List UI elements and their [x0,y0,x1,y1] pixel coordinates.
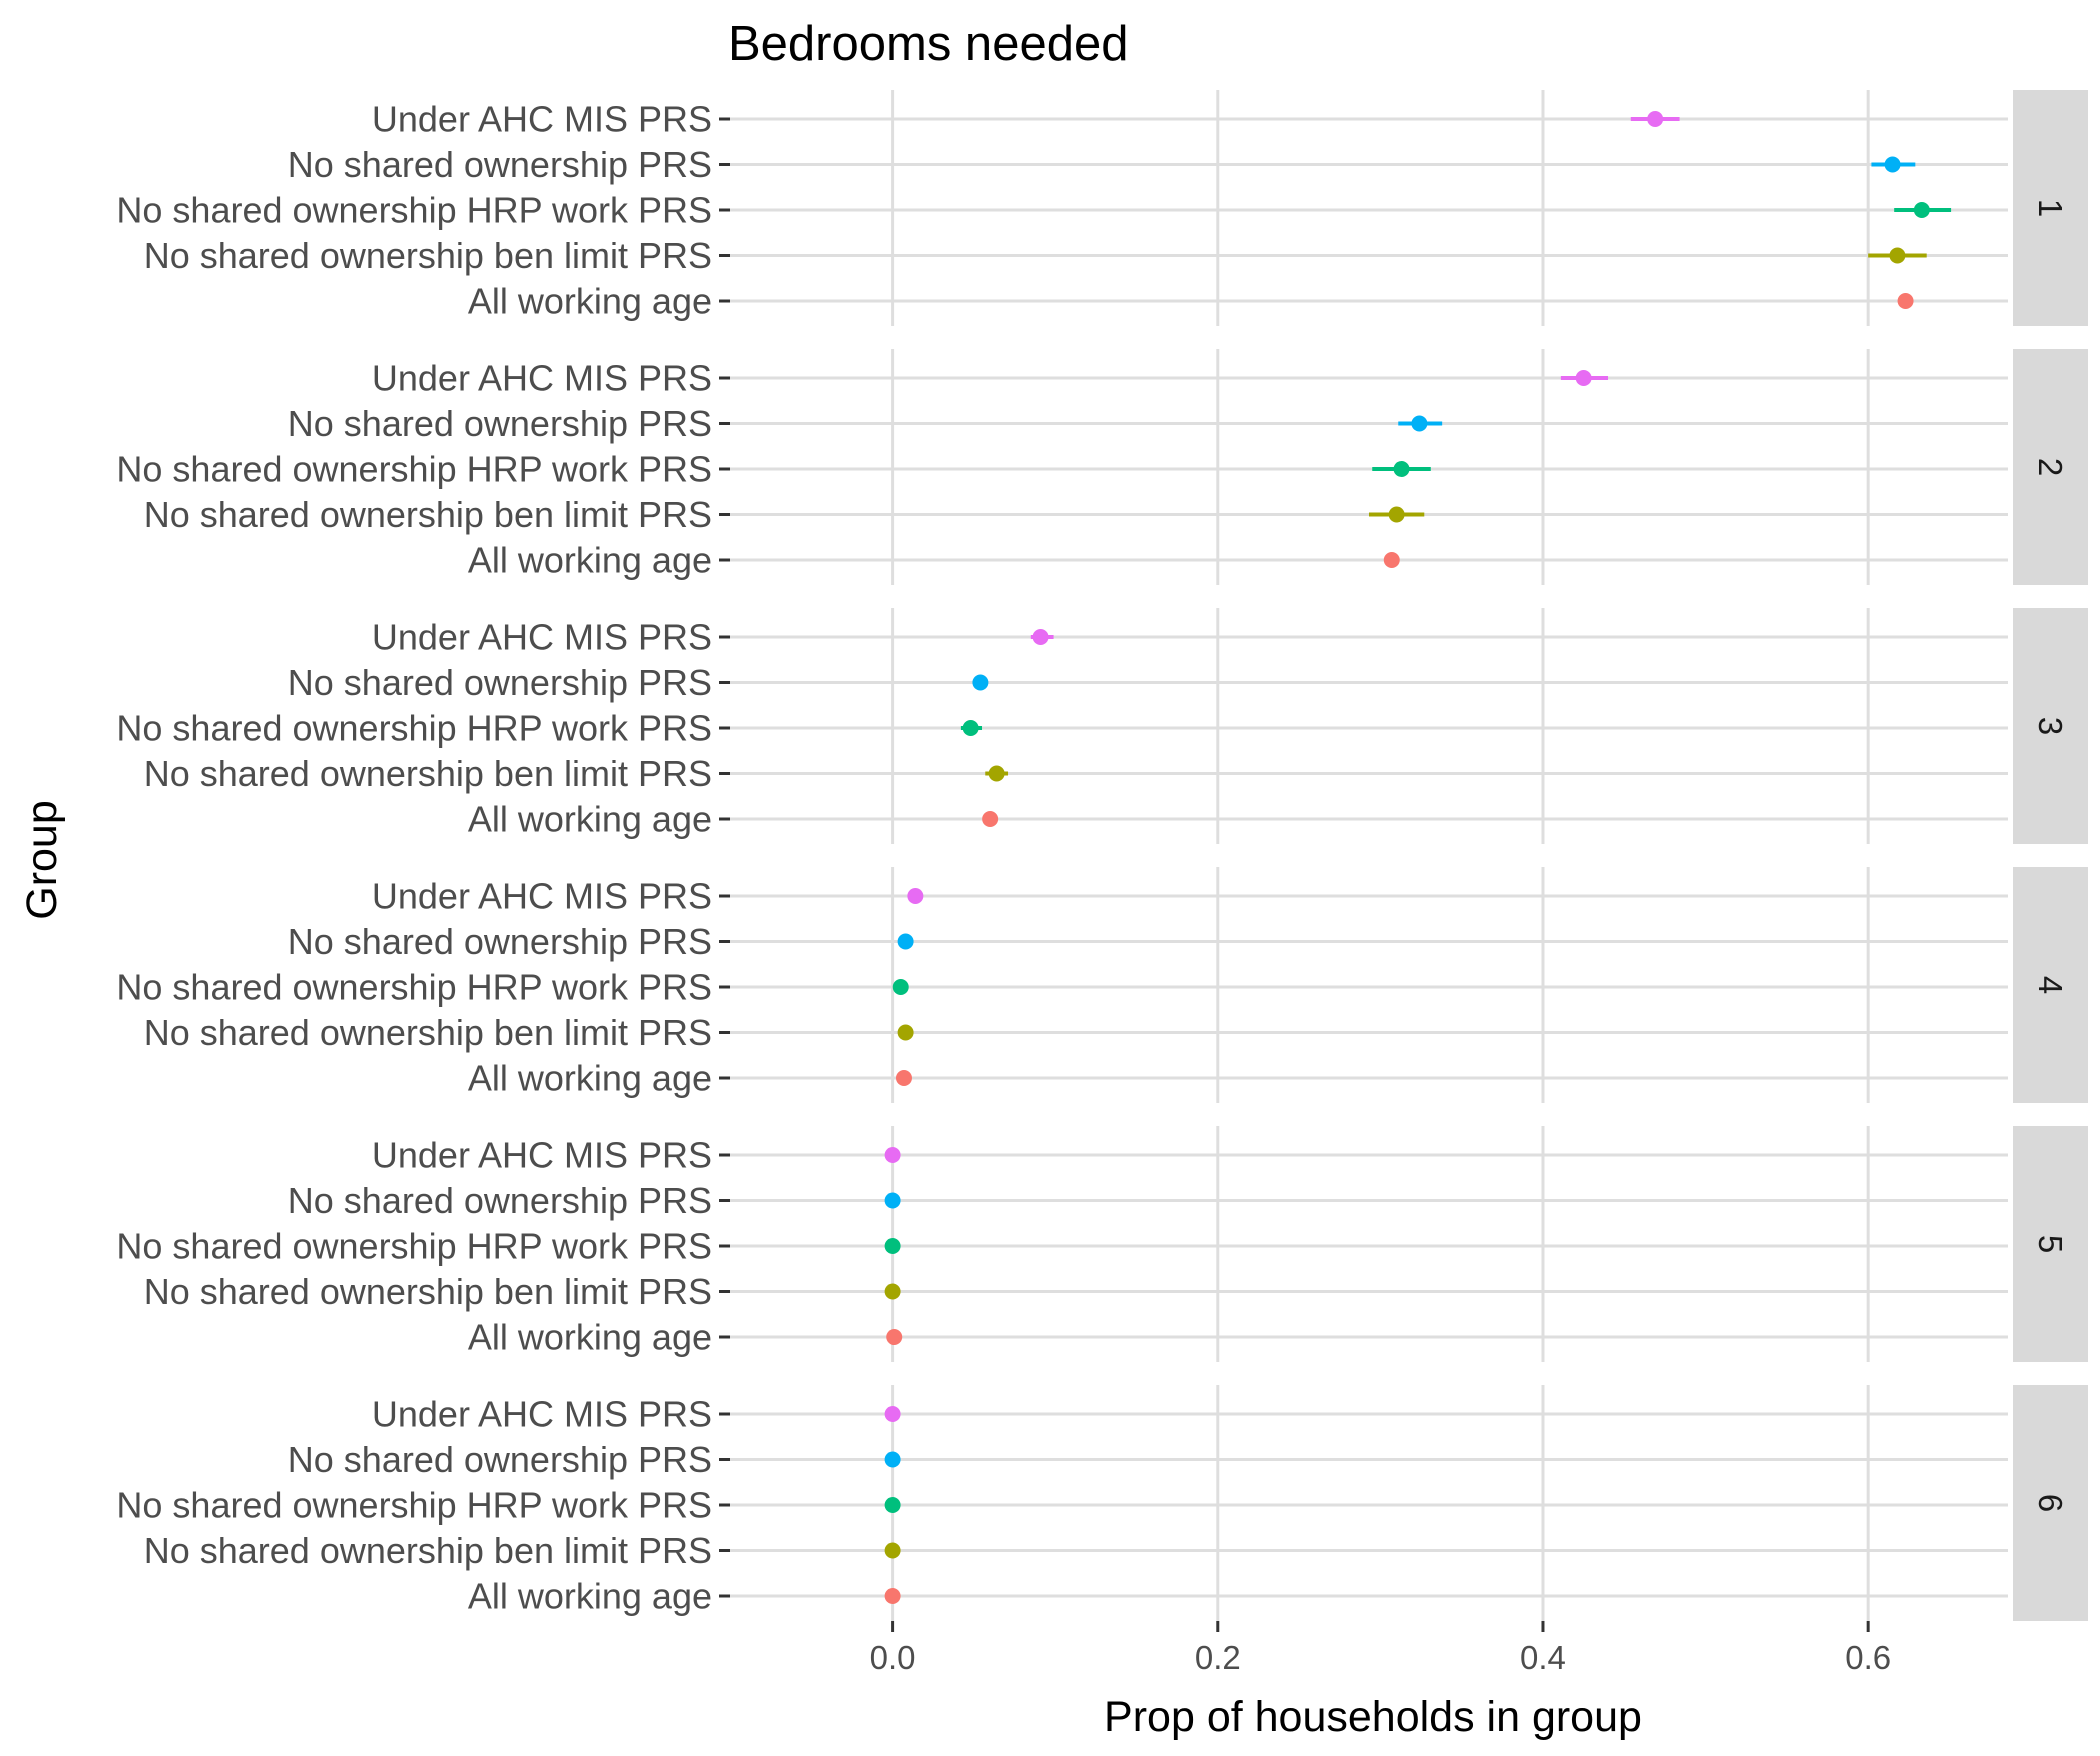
y-tick-label: No shared ownership PRS [288,921,712,962]
x-tick-label: 0.6 [1845,1639,1891,1676]
data-point [1884,156,1901,173]
y-tick-label: Under AHC MIS PRS [372,876,712,917]
y-tick-label: All working age [468,1576,712,1617]
facet-strip [2013,90,2088,326]
y-tick-label: Under AHC MIS PRS [372,1135,712,1176]
y-tick-label: No shared ownership HRP work PRS [116,708,712,749]
y-tick-label: All working age [468,799,712,840]
y-tick-label: No shared ownership ben limit PRS [144,494,712,535]
facet-strip-label: 5 [2032,1235,2069,1253]
facet-strip [2013,1126,2088,1362]
y-tick-label: No shared ownership HRP work PRS [116,449,712,490]
panel-background [730,1385,2008,1621]
data-point [982,811,999,827]
y-tick-label: No shared ownership HRP work PRS [116,1226,712,1267]
data-point [907,888,924,904]
data-point [1411,415,1428,432]
y-tick-label: No shared ownership PRS [288,662,712,703]
panel-background [730,90,2008,326]
data-point [884,1406,901,1422]
data-point [1897,293,1914,309]
panel-background [730,1126,2008,1362]
y-tick-label: No shared ownership PRS [288,403,712,444]
data-point [1393,461,1410,477]
y-tick-label: No shared ownership HRP work PRS [116,1485,712,1526]
facet-strip-label: 3 [2032,717,2069,735]
facet-strip-label: 4 [2032,976,2069,994]
y-tick-label: Under AHC MIS PRS [372,617,712,658]
x-tick-label: 0.4 [1520,1639,1566,1676]
y-tick-label: All working age [468,1317,712,1358]
y-axis-title: Group [18,800,66,920]
data-point [897,1024,914,1041]
facet-strip-label: 6 [2032,1494,2069,1512]
y-tick-label: No shared ownership HRP work PRS [116,190,712,231]
data-point [886,1329,903,1345]
y-tick-label: No shared ownership ben limit PRS [144,235,712,276]
panel-background [730,608,2008,844]
x-tick-label: 0.0 [870,1639,916,1676]
facet-strip [2013,867,2088,1103]
y-tick-label: No shared ownership PRS [288,144,712,185]
data-point [988,765,1005,782]
data-point [884,1588,901,1604]
x-axis-title: Prop of households in group [1104,1693,1642,1741]
facet-strip [2013,349,2088,585]
facet-strip-label: 2 [2032,458,2069,476]
facet-strip-label: 1 [2032,199,2069,217]
data-point [1383,552,1400,568]
y-tick-label: No shared ownership HRP work PRS [116,967,712,1008]
x-ticks-layer: 0.0 0.2 0.4 0.6 [870,1621,1891,1676]
data-point [884,1542,901,1559]
data-point [972,674,989,691]
facet-strip [2013,608,2088,844]
data-point [897,933,914,950]
facet-strip [2013,1385,2088,1621]
data-point [962,720,979,736]
y-tick-label: Under AHC MIS PRS [372,99,712,140]
data-point [884,1192,901,1209]
data-point [892,979,909,995]
chart-title: Bedrooms needed [728,17,1128,71]
y-tick-label: Under AHC MIS PRS [372,1394,712,1435]
y-tick-label: No shared ownership PRS [288,1439,712,1480]
data-point [1575,370,1592,386]
data-point [1889,247,1906,264]
data-point [884,1147,901,1163]
x-tick-label: 0.2 [1195,1639,1241,1676]
y-tick-label: All working age [468,1058,712,1099]
panel-background [730,349,2008,585]
y-tick-label: No shared ownership PRS [288,1180,712,1221]
y-tick-label: No shared ownership ben limit PRS [144,753,712,794]
y-tick-label: All working age [468,540,712,581]
data-point [1647,111,1664,127]
panel-background [730,867,2008,1103]
y-tick-label: No shared ownership ben limit PRS [144,1530,712,1571]
data-point [1388,506,1405,523]
data-point [895,1070,912,1086]
data-point [884,1451,901,1468]
data-point [884,1283,901,1300]
y-tick-label: Under AHC MIS PRS [372,358,712,399]
y-tick-label: All working age [468,281,712,322]
y-tick-label: No shared ownership ben limit PRS [144,1271,712,1312]
y-tick-label: No shared ownership ben limit PRS [144,1012,712,1053]
data-point [1032,629,1049,645]
data-point [1913,202,1930,218]
data-point [884,1497,901,1513]
data-point [884,1238,901,1254]
